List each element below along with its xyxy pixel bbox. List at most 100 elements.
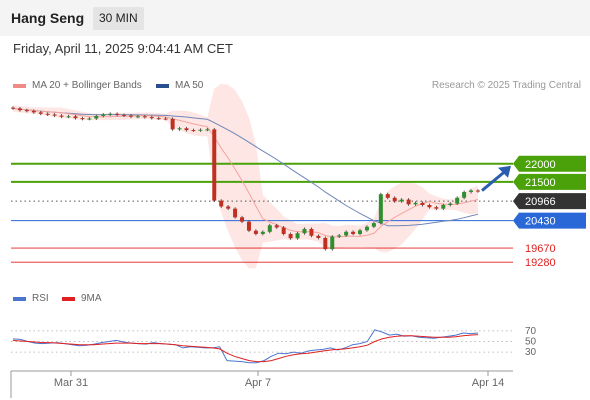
- level-label-20430: 20430: [525, 216, 556, 228]
- level-label-19280: 19280: [525, 257, 556, 269]
- candle-body: [371, 223, 376, 227]
- candle-body: [226, 206, 231, 209]
- candle-body: [469, 190, 474, 192]
- candle-body: [170, 118, 175, 130]
- candle-body: [94, 115, 99, 119]
- candle-body: [358, 230, 363, 234]
- candle-body: [184, 128, 189, 131]
- candle-body: [385, 194, 390, 198]
- ma20-swatch: [13, 83, 26, 88]
- legend-rsi[interactable]: RSI: [13, 293, 49, 304]
- candle-body: [142, 116, 147, 118]
- bollinger-bands: [13, 83, 478, 269]
- level-tag-22000: [513, 155, 586, 172]
- candle-body: [302, 228, 307, 234]
- candle-body: [288, 233, 293, 239]
- candle-body: [101, 114, 106, 116]
- ma50-label: MA 50: [175, 80, 204, 91]
- legend-rsi-ma[interactable]: 9MA: [62, 293, 102, 304]
- candle-body: [59, 115, 64, 117]
- level-tag-20430: [513, 212, 586, 229]
- candle-body: [38, 112, 43, 114]
- candle-body: [135, 116, 140, 118]
- candle-body: [427, 205, 432, 208]
- rsi-ma-label: 9MA: [81, 293, 102, 304]
- credit-text: Research © 2025 Trading Central: [431, 80, 581, 91]
- candle-body: [455, 197, 460, 204]
- candle-body: [309, 228, 314, 236]
- candle-body: [11, 107, 15, 109]
- candle-body: [246, 221, 251, 231]
- level-label-19670: 19670: [525, 243, 556, 255]
- legend-ma50[interactable]: MA 50: [156, 80, 203, 91]
- candle-body: [212, 129, 217, 201]
- candle-body: [281, 227, 286, 234]
- candle-body: [378, 194, 383, 224]
- candle-body: [316, 235, 321, 238]
- candle-body: [413, 202, 418, 205]
- candle-body: [240, 217, 245, 222]
- candle-body: [441, 205, 446, 209]
- candle-body: [149, 117, 154, 119]
- candle-body: [31, 110, 36, 113]
- candle-body: [267, 225, 272, 232]
- timeframe-badge[interactable]: 30 MIN: [93, 7, 144, 30]
- candle-body: [115, 113, 120, 115]
- rsi-label: RSI: [32, 293, 49, 304]
- candle-body: [462, 191, 467, 198]
- rsi-line: [12, 329, 479, 364]
- candle-body: [87, 118, 92, 120]
- chart-header: Hang Seng 30 MIN: [0, 0, 590, 36]
- level-lines: [11, 162, 513, 263]
- rsi-tick-70: 70: [525, 326, 537, 337]
- timestamp: Friday, April 11, 2025 9:04:41 AM CET: [13, 41, 233, 56]
- moving-averages: [12, 107, 479, 238]
- candle-body: [128, 115, 133, 117]
- candle-body: [330, 236, 335, 250]
- candle-body: [344, 231, 349, 236]
- candle-body: [205, 129, 210, 131]
- rsi-ma-swatch: [62, 296, 75, 301]
- candle-body: [295, 233, 300, 239]
- candle-body: [198, 129, 203, 131]
- candle-body: [392, 197, 397, 202]
- level-tag-21500: [513, 173, 586, 190]
- ma50-line: [12, 107, 479, 227]
- x-axis: Mar 31 Apr 7 Apr 14: [10, 370, 513, 398]
- level-label-21500: 21500: [525, 177, 556, 189]
- candle-body: [476, 190, 480, 192]
- candle-body: [364, 226, 369, 231]
- level-label-20966: 20966: [525, 196, 556, 208]
- rsi-swatch: [13, 296, 26, 301]
- candle-body: [420, 202, 425, 206]
- rsi-tick-50: 50: [525, 337, 537, 348]
- candles: [11, 106, 480, 251]
- candle-body: [156, 118, 161, 120]
- rsi-ma-line: [12, 334, 479, 363]
- x-tick-label: Mar 31: [54, 377, 88, 389]
- forecast-arrow-shaft: [481, 168, 508, 192]
- level-label-22000: 22000: [525, 159, 556, 171]
- level-tags: 22000 21500 20966 20430 19670 19280: [513, 155, 586, 269]
- instrument-title: Hang Seng: [11, 10, 85, 26]
- candle-body: [80, 118, 85, 120]
- candle-body: [434, 207, 439, 209]
- ma20-line: [12, 107, 479, 238]
- ma20-label: MA 20 + Bollinger Bands: [32, 80, 142, 91]
- candle-body: [399, 199, 404, 202]
- forecast-arrow: [481, 165, 511, 192]
- candle-body: [52, 114, 57, 116]
- candle-body: [66, 116, 71, 118]
- candle-body: [260, 231, 265, 234]
- legend-ma20[interactable]: MA 20 + Bollinger Bands: [13, 80, 142, 91]
- candle-body: [351, 231, 356, 234]
- candle-body: [177, 128, 182, 130]
- ma50-swatch: [156, 83, 169, 88]
- level-tag-20966: [513, 193, 586, 210]
- candle-body: [163, 118, 168, 120]
- candle-body: [24, 110, 29, 112]
- candle-body: [108, 113, 113, 115]
- candle-body: [122, 114, 127, 116]
